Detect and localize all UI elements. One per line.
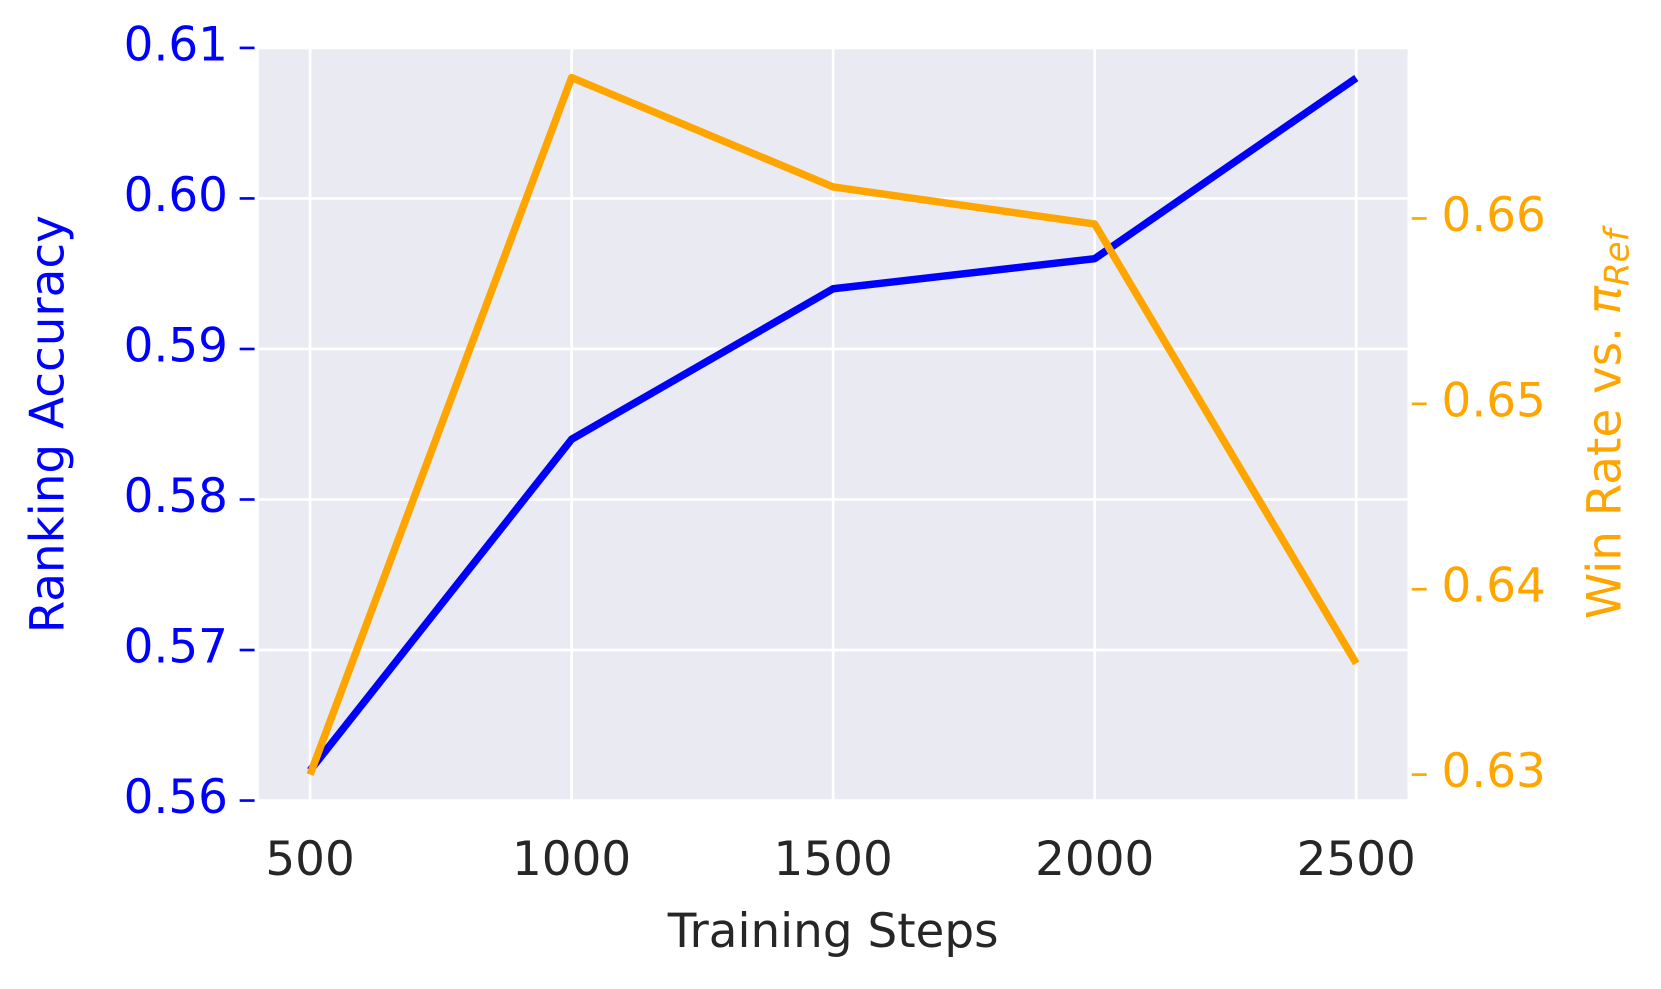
x-tick-label: 1500 — [774, 833, 893, 887]
y2-axis-title-subscript: Ref — [1597, 224, 1637, 286]
y-tick-label: 0.58 — [124, 470, 228, 524]
y2-tick-label: 0.63 — [1442, 745, 1546, 799]
x-axis-title: Training Steps — [667, 905, 999, 959]
x-tick-label: 500 — [265, 833, 354, 887]
y-tick-label: 0.60 — [124, 169, 228, 223]
y-tick-label: 0.61 — [124, 18, 228, 72]
y2-tick-label: 0.66 — [1442, 189, 1546, 243]
series-line — [307, 74, 1359, 773]
y-tick-label: 0.59 — [124, 319, 228, 373]
x-tick-label: 1000 — [512, 833, 631, 887]
x-tick-label: 2000 — [1035, 833, 1154, 887]
y2-axis-title: Win Rate vs. πRef — [1578, 224, 1637, 619]
y2-tick-label: 0.64 — [1442, 560, 1546, 614]
series-line — [306, 73, 1360, 776]
y-tick-label: 0.56 — [124, 771, 228, 825]
y-tick-label: 0.57 — [124, 621, 228, 675]
y-axis-title: Ranking Accuracy — [22, 215, 76, 633]
y2-axis-title-text: Win Rate vs. — [1578, 327, 1632, 619]
y2-tick-label: 0.65 — [1442, 374, 1546, 428]
x-tick-label: 2500 — [1297, 833, 1416, 887]
y2-axis-title-symbol: π — [1578, 285, 1632, 314]
